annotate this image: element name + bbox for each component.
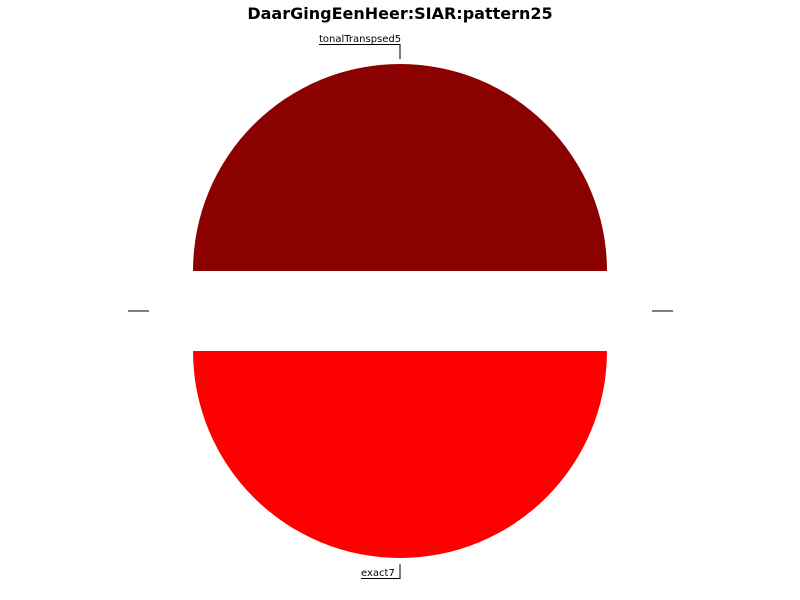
slice-label-group-tonaltransped5: tonalTranspsed5 <box>319 34 401 59</box>
pie-slice-exact7 <box>193 351 607 558</box>
slice-label-group-exact7: exact7 <box>361 564 400 579</box>
leader-line-tonaltransped5 <box>319 45 400 60</box>
slice-label-exact7: exact7 <box>361 568 395 579</box>
chart-title: DaarGingEenHeer:SIAR:pattern25 <box>247 4 552 23</box>
pie-slice-tonaltransped5 <box>193 64 607 271</box>
slice-label-tonaltransped5: tonalTranspsed5 <box>319 34 401 45</box>
